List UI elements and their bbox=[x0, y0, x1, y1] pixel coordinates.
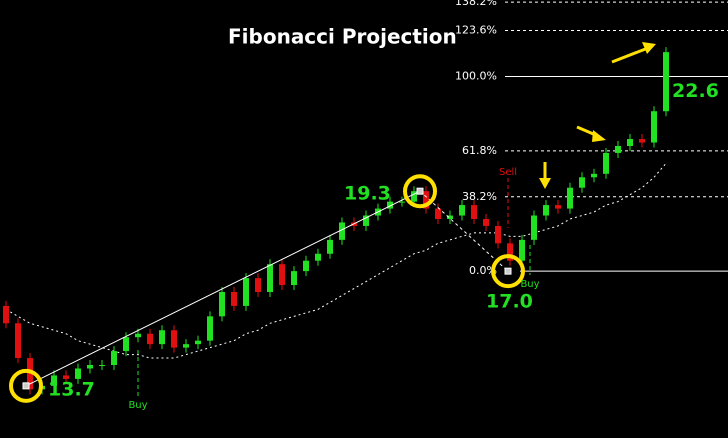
candle bbox=[363, 215, 369, 226]
candle bbox=[123, 337, 129, 352]
trend-line bbox=[25, 190, 421, 387]
candle bbox=[567, 187, 573, 209]
candle bbox=[639, 139, 645, 143]
candle bbox=[219, 292, 225, 317]
candle bbox=[267, 264, 273, 292]
candle bbox=[243, 278, 249, 306]
candle bbox=[615, 146, 621, 153]
candle bbox=[399, 201, 405, 203]
arrow-head bbox=[539, 178, 551, 189]
candle bbox=[195, 340, 201, 345]
candle bbox=[327, 239, 333, 254]
candle bbox=[423, 191, 429, 209]
candle bbox=[471, 205, 477, 219]
candle bbox=[447, 215, 453, 219]
fib-label: 61.8% bbox=[462, 144, 497, 157]
fib-label: 100.0% bbox=[455, 69, 497, 82]
candle bbox=[99, 365, 105, 366]
point-marker bbox=[416, 187, 424, 195]
candle bbox=[303, 260, 309, 272]
candle bbox=[87, 365, 93, 369]
candle bbox=[603, 152, 609, 174]
candle bbox=[507, 243, 513, 261]
candle bbox=[159, 330, 165, 345]
candle bbox=[51, 375, 57, 386]
candle bbox=[27, 358, 33, 390]
chart-title: Fibonacci Projection bbox=[228, 25, 457, 49]
candle bbox=[663, 52, 669, 112]
arrow-head bbox=[642, 42, 656, 54]
arrow-head bbox=[592, 130, 606, 142]
candle bbox=[531, 215, 537, 240]
candle bbox=[135, 333, 141, 338]
point-marker bbox=[22, 382, 30, 390]
fib-label: 38.2% bbox=[462, 190, 497, 203]
signal-label: Sell bbox=[499, 167, 517, 178]
candle bbox=[183, 344, 189, 348]
candle bbox=[435, 208, 441, 219]
point-circle bbox=[403, 174, 437, 209]
signal-label: Buy bbox=[128, 400, 147, 411]
signal-label: Buy bbox=[520, 279, 539, 290]
point-label: 13.7 bbox=[48, 378, 95, 400]
candle bbox=[279, 264, 285, 286]
candle bbox=[3, 305, 9, 324]
candle bbox=[411, 191, 417, 202]
candle bbox=[591, 173, 597, 178]
point-circle bbox=[491, 254, 525, 289]
candle bbox=[75, 368, 81, 379]
point-circle bbox=[9, 368, 43, 403]
candle bbox=[483, 219, 489, 226]
candle bbox=[543, 205, 549, 216]
candle bbox=[111, 351, 117, 365]
candle bbox=[291, 271, 297, 286]
fib-label: 138.2% bbox=[455, 0, 497, 8]
fib-label: 0.0% bbox=[469, 264, 497, 277]
point-label: 17.0 bbox=[486, 291, 533, 313]
candle bbox=[459, 205, 465, 216]
candle bbox=[555, 205, 561, 209]
candle bbox=[207, 316, 213, 341]
candle bbox=[147, 333, 153, 345]
point-label: 19.3 bbox=[344, 183, 391, 205]
candle bbox=[15, 323, 21, 359]
moving-average bbox=[5, 163, 667, 359]
candle bbox=[519, 239, 525, 261]
candle bbox=[171, 330, 177, 348]
candle bbox=[579, 177, 585, 188]
arrow bbox=[611, 46, 649, 64]
candle bbox=[627, 139, 633, 146]
candle bbox=[495, 225, 501, 244]
arrows bbox=[539, 42, 656, 189]
fib-label: 123.6% bbox=[455, 24, 497, 37]
candle bbox=[231, 292, 237, 306]
candle bbox=[255, 278, 261, 292]
point-marker bbox=[504, 267, 512, 275]
candle bbox=[315, 253, 321, 261]
trend-line bbox=[419, 190, 509, 272]
candle bbox=[387, 201, 393, 209]
point-label: 22.6 bbox=[672, 80, 719, 102]
candle bbox=[63, 375, 69, 379]
candle bbox=[651, 111, 657, 143]
candle bbox=[339, 222, 345, 240]
